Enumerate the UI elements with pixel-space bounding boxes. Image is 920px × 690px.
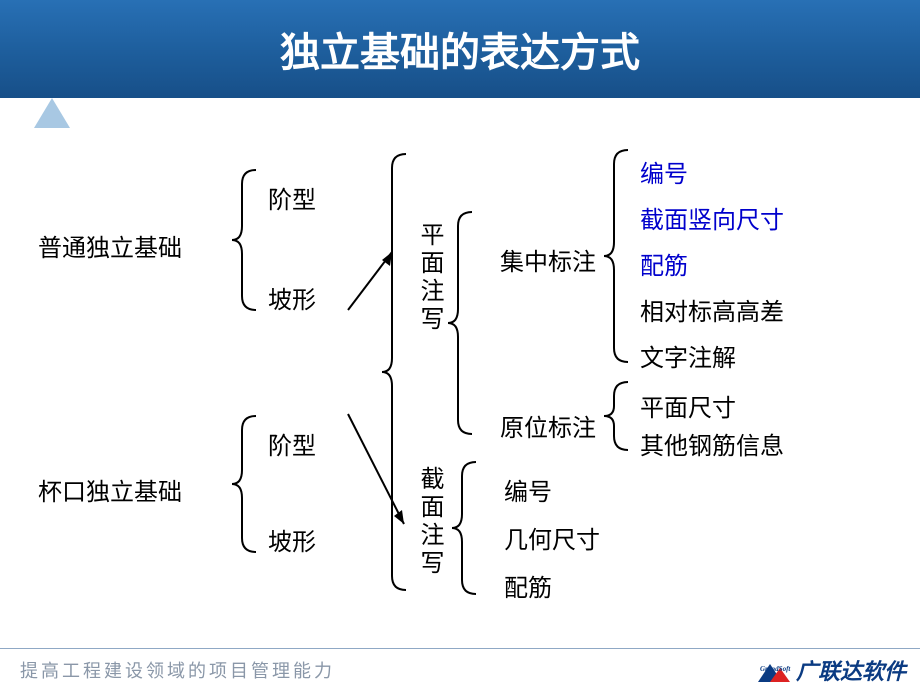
node-l6-rebar: 配筋 bbox=[504, 568, 552, 603]
arrow-down bbox=[348, 414, 404, 524]
node-l2-step-b: 阶型 bbox=[268, 426, 316, 461]
bracket-b6 bbox=[604, 382, 628, 450]
node-l3-plane: 平面注写 bbox=[412, 222, 447, 334]
footer: 提高工程建设领域的项目管理能力 GrandSoft 广联达软件 bbox=[0, 648, 920, 690]
node-l5-vsize: 截面竖向尺寸 bbox=[640, 200, 784, 235]
node-l5-other: 其他钢筋信息 bbox=[640, 426, 784, 461]
bracket-b7 bbox=[452, 462, 476, 594]
node-l2-slope-a: 坡形 bbox=[268, 280, 316, 315]
node-l1-normal: 普通独立基础 bbox=[38, 228, 182, 263]
brand-name: 广联达软件 bbox=[796, 654, 906, 686]
node-l5-number: 编号 bbox=[640, 154, 688, 189]
node-l4-insitu: 原位标注 bbox=[500, 408, 596, 443]
arrow-up-head bbox=[382, 252, 392, 266]
footer-tagline: 提高工程建设领域的项目管理能力 bbox=[20, 657, 335, 683]
node-l3-section: 截面注写 bbox=[412, 466, 447, 578]
arrow-up bbox=[348, 252, 392, 310]
slide-title: 独立基础的表达方式 bbox=[280, 20, 640, 78]
bracket-b5 bbox=[604, 150, 628, 362]
node-l5-rebar: 配筋 bbox=[640, 246, 688, 281]
node-l2-step-a: 阶型 bbox=[268, 180, 316, 215]
arrow-down-head bbox=[394, 510, 404, 524]
node-l5-annot: 文字注解 bbox=[640, 338, 736, 373]
title-bar: 独立基础的表达方式 bbox=[0, 0, 920, 98]
node-l5-psize: 平面尺寸 bbox=[640, 388, 736, 423]
bracket-overlay bbox=[0, 110, 920, 640]
footer-brand: GrandSoft 广联达软件 bbox=[756, 654, 906, 686]
diagram-area: 普通独立基础 杯口独立基础 阶型 坡形 阶型 坡形 平面注写 截面注写 集中标注… bbox=[0, 110, 920, 640]
node-l1-cup: 杯口独立基础 bbox=[38, 472, 182, 507]
bracket-b2 bbox=[232, 416, 256, 552]
node-l2-slope-b: 坡形 bbox=[268, 522, 316, 557]
node-l4-concentrated: 集中标注 bbox=[500, 242, 596, 277]
bracket-b3 bbox=[382, 154, 406, 590]
bracket-b1 bbox=[232, 170, 256, 310]
brand-logo-icon: GrandSoft bbox=[756, 660, 792, 686]
svg-text:GrandSoft: GrandSoft bbox=[760, 665, 791, 673]
bracket-b4 bbox=[448, 212, 472, 434]
node-l5-elev: 相对标高高差 bbox=[640, 292, 784, 327]
node-l6-geom: 几何尺寸 bbox=[504, 520, 600, 555]
node-l6-number: 编号 bbox=[504, 472, 552, 507]
